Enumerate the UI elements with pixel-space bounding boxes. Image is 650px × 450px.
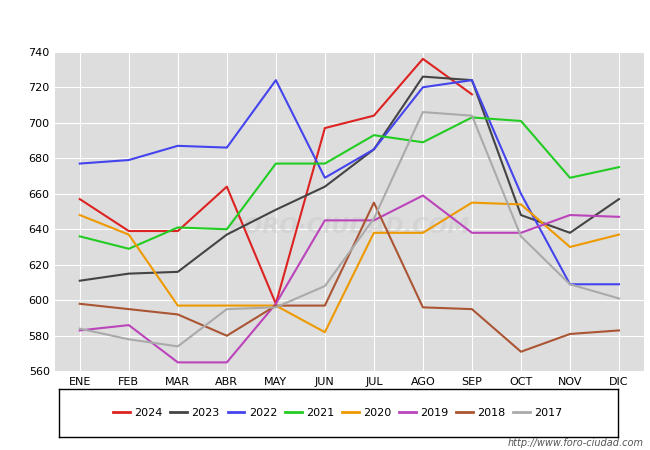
Text: http://www.foro-ciudad.com: http://www.foro-ciudad.com bbox=[508, 438, 644, 448]
Legend: 2024, 2023, 2022, 2021, 2020, 2019, 2018, 2017: 2024, 2023, 2022, 2021, 2020, 2019, 2018… bbox=[109, 404, 567, 422]
Text: Afiliados en Cebreros a 30/9/2024: Afiliados en Cebreros a 30/9/2024 bbox=[185, 14, 465, 33]
Text: FORO·CIUDAD.COM: FORO·CIUDAD.COM bbox=[229, 217, 470, 238]
